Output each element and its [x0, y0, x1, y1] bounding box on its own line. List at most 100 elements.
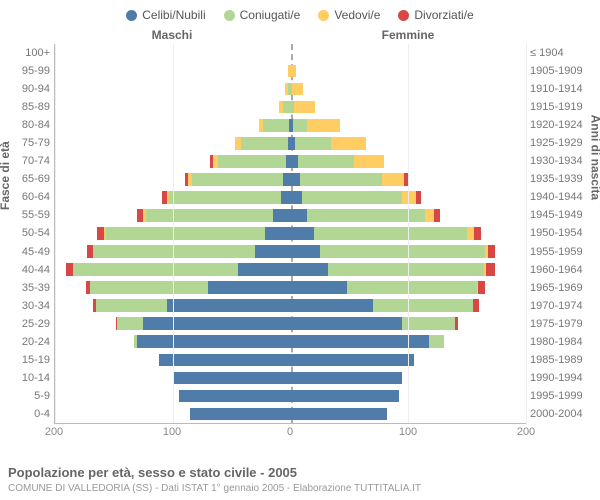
x-tick-label: 200	[45, 426, 63, 438]
pyramid-row	[55, 80, 526, 98]
pyramid-row	[55, 387, 526, 405]
gridline	[55, 44, 56, 423]
year-label: 2000-2004	[530, 406, 583, 424]
year-label: 1955-1959	[530, 243, 583, 261]
pyramid-row	[55, 405, 526, 423]
x-axis: 2001000100200	[6, 426, 594, 440]
segment-s	[291, 227, 315, 240]
chart-subtitle: COMUNE DI VALLEDORIA (SS) - Dati ISTAT 1…	[8, 483, 421, 494]
year-label: 1965-1969	[530, 279, 583, 297]
segment-s	[159, 354, 291, 367]
year-label: 1925-1929	[530, 134, 583, 152]
x-tick-label: 100	[399, 426, 417, 438]
segment-m	[73, 263, 238, 276]
year-label: 1950-1954	[530, 225, 583, 243]
y-axis-right-title: Anni di nascita	[588, 115, 600, 200]
pyramid-row	[55, 206, 526, 224]
segment-s	[208, 281, 290, 294]
segment-s	[283, 173, 290, 186]
x-tick-label: 200	[517, 426, 535, 438]
age-label: 80-84	[22, 116, 50, 134]
pyramid-row	[55, 44, 526, 62]
y-axis-left-title: Fasce di età	[0, 141, 12, 210]
segment-w	[467, 227, 474, 240]
segment-s	[173, 372, 291, 385]
pyramid-row	[55, 279, 526, 297]
segment-s	[265, 227, 291, 240]
year-label: ≤ 1904	[530, 44, 564, 62]
age-label: 90-94	[22, 80, 50, 98]
chart-container: Celibi/NubiliConiugati/eVedovi/eDivorzia…	[0, 0, 600, 500]
segment-s	[167, 299, 291, 312]
segment-s	[291, 281, 348, 294]
segment-w	[402, 191, 416, 204]
year-label: 1980-1984	[530, 334, 583, 352]
year-label: 1960-1964	[530, 261, 583, 279]
female-header: Femmine	[290, 28, 526, 42]
pyramid-row	[55, 261, 526, 279]
pyramid-row	[55, 170, 526, 188]
segment-d	[473, 299, 479, 312]
legend: Celibi/NubiliConiugati/eVedovi/eDivorzia…	[6, 8, 594, 22]
segment-m	[314, 227, 467, 240]
legend-item: Vedovi/e	[318, 8, 380, 22]
segment-s	[255, 245, 290, 258]
segment-m	[300, 173, 382, 186]
age-label: 65-69	[22, 171, 50, 189]
pyramid-row	[55, 333, 526, 351]
age-label: 75-79	[22, 134, 50, 152]
segment-s	[291, 191, 303, 204]
segment-d	[97, 227, 104, 240]
pyramid-row	[55, 351, 526, 369]
legend-item: Divorziati/e	[398, 8, 473, 22]
segment-w	[294, 101, 315, 114]
segment-d	[488, 245, 495, 258]
year-label: 1905-1909	[530, 62, 583, 80]
gridline	[408, 44, 409, 423]
pyramid-row	[55, 369, 526, 387]
age-label: 70-74	[22, 153, 50, 171]
segment-w	[354, 155, 383, 168]
segment-s	[291, 372, 403, 385]
segment-d	[434, 209, 440, 222]
segment-m	[302, 191, 402, 204]
segment-d	[455, 317, 457, 330]
gridline	[173, 44, 174, 423]
segment-m	[295, 137, 330, 150]
age-label: 55-59	[22, 207, 50, 225]
plot-area	[54, 44, 526, 424]
pyramid-rows	[55, 44, 526, 423]
pyramid-row	[55, 315, 526, 333]
segment-m	[307, 209, 425, 222]
segment-s	[291, 263, 329, 276]
segment-s	[291, 155, 298, 168]
age-label: 15-19	[22, 352, 50, 370]
pyramid-row	[55, 243, 526, 261]
segment-w	[307, 119, 340, 132]
column-headers: Maschi Femmine	[6, 28, 594, 42]
segment-w	[291, 65, 297, 78]
age-label: 20-24	[22, 334, 50, 352]
legend-swatch	[398, 10, 409, 21]
legend-swatch	[126, 10, 137, 21]
x-tick-label: 100	[163, 426, 181, 438]
chart-area: Fasce di età 100+95-9990-9485-8980-8475-…	[6, 44, 594, 424]
pyramid-row	[55, 134, 526, 152]
segment-d	[416, 191, 421, 204]
segment-s	[291, 299, 373, 312]
year-label: 1975-1979	[530, 315, 583, 333]
pyramid-row	[55, 62, 526, 80]
segment-d	[478, 281, 485, 294]
segment-m	[146, 209, 273, 222]
legend-item: Coniugati/e	[224, 8, 301, 22]
legend-swatch	[318, 10, 329, 21]
x-axis-ticks: 2001000100200	[54, 426, 526, 440]
segment-m	[218, 155, 286, 168]
age-label: 5-9	[34, 388, 50, 406]
pyramid-row	[55, 116, 526, 134]
pyramid-row	[55, 98, 526, 116]
segment-m	[429, 335, 443, 348]
segment-w	[331, 137, 366, 150]
segment-s	[291, 245, 320, 258]
y-axis-right: ≤ 19041905-19091910-19141915-19191920-19…	[526, 44, 594, 424]
